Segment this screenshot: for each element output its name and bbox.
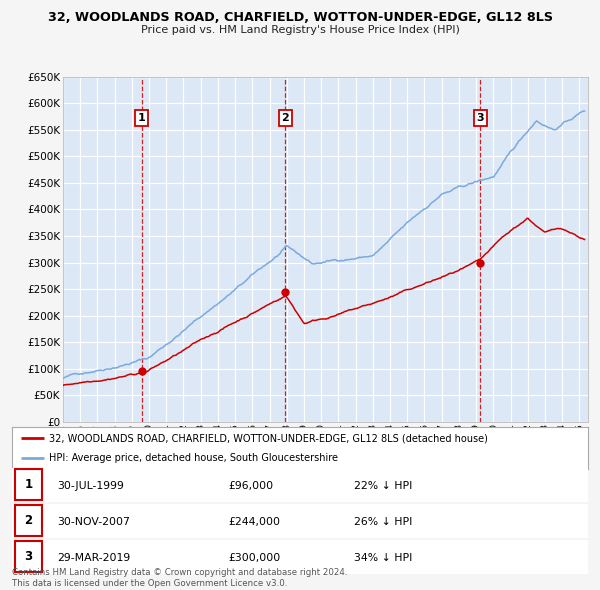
Text: 2: 2 bbox=[281, 113, 289, 123]
Text: 29-MAR-2019: 29-MAR-2019 bbox=[57, 553, 130, 563]
Text: 2: 2 bbox=[25, 514, 32, 527]
Text: 22% ↓ HPI: 22% ↓ HPI bbox=[354, 481, 412, 491]
Text: Price paid vs. HM Land Registry's House Price Index (HPI): Price paid vs. HM Land Registry's House … bbox=[140, 25, 460, 35]
Text: £244,000: £244,000 bbox=[228, 517, 280, 527]
Text: 3: 3 bbox=[25, 550, 32, 563]
Text: 30-JUL-1999: 30-JUL-1999 bbox=[57, 481, 124, 491]
Text: 34% ↓ HPI: 34% ↓ HPI bbox=[354, 553, 412, 563]
Text: HPI: Average price, detached house, South Gloucestershire: HPI: Average price, detached house, Sout… bbox=[49, 453, 338, 463]
Text: 30-NOV-2007: 30-NOV-2007 bbox=[57, 517, 130, 527]
Text: 1: 1 bbox=[138, 113, 146, 123]
Text: Contains HM Land Registry data © Crown copyright and database right 2024.
This d: Contains HM Land Registry data © Crown c… bbox=[12, 568, 347, 588]
Text: 3: 3 bbox=[476, 113, 484, 123]
Text: £300,000: £300,000 bbox=[228, 553, 280, 563]
Text: 32, WOODLANDS ROAD, CHARFIELD, WOTTON-UNDER-EDGE, GL12 8LS (detached house): 32, WOODLANDS ROAD, CHARFIELD, WOTTON-UN… bbox=[49, 433, 488, 443]
Text: 32, WOODLANDS ROAD, CHARFIELD, WOTTON-UNDER-EDGE, GL12 8LS: 32, WOODLANDS ROAD, CHARFIELD, WOTTON-UN… bbox=[47, 11, 553, 24]
Text: 1: 1 bbox=[25, 478, 32, 491]
Text: £96,000: £96,000 bbox=[228, 481, 273, 491]
Text: 26% ↓ HPI: 26% ↓ HPI bbox=[354, 517, 412, 527]
